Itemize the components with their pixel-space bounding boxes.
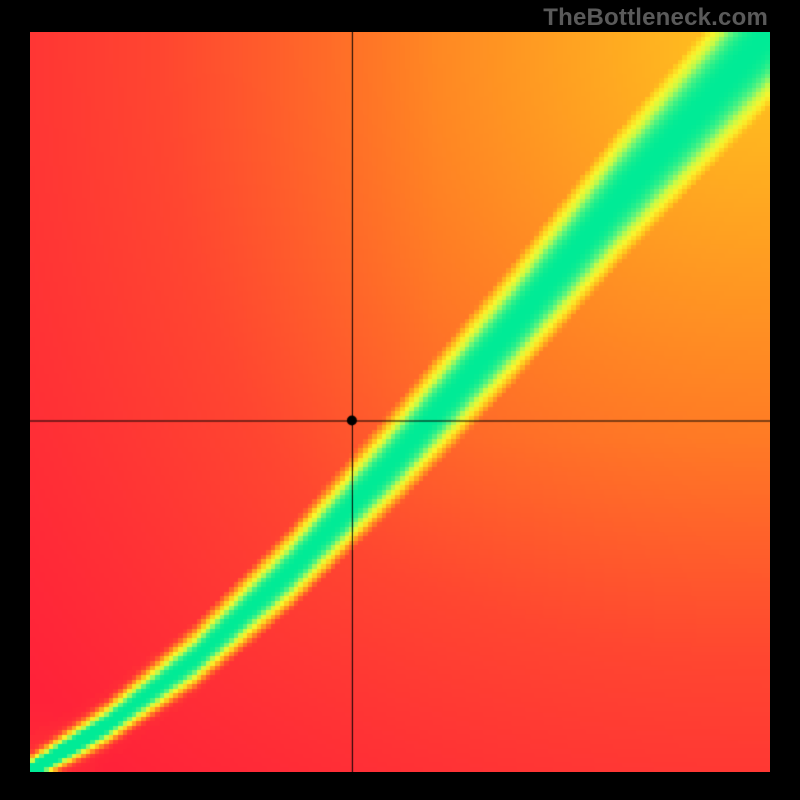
chart-container: TheBottleneck.com bbox=[0, 0, 800, 800]
bottleneck-heatmap bbox=[30, 32, 770, 772]
watermark-text: TheBottleneck.com bbox=[543, 4, 768, 32]
